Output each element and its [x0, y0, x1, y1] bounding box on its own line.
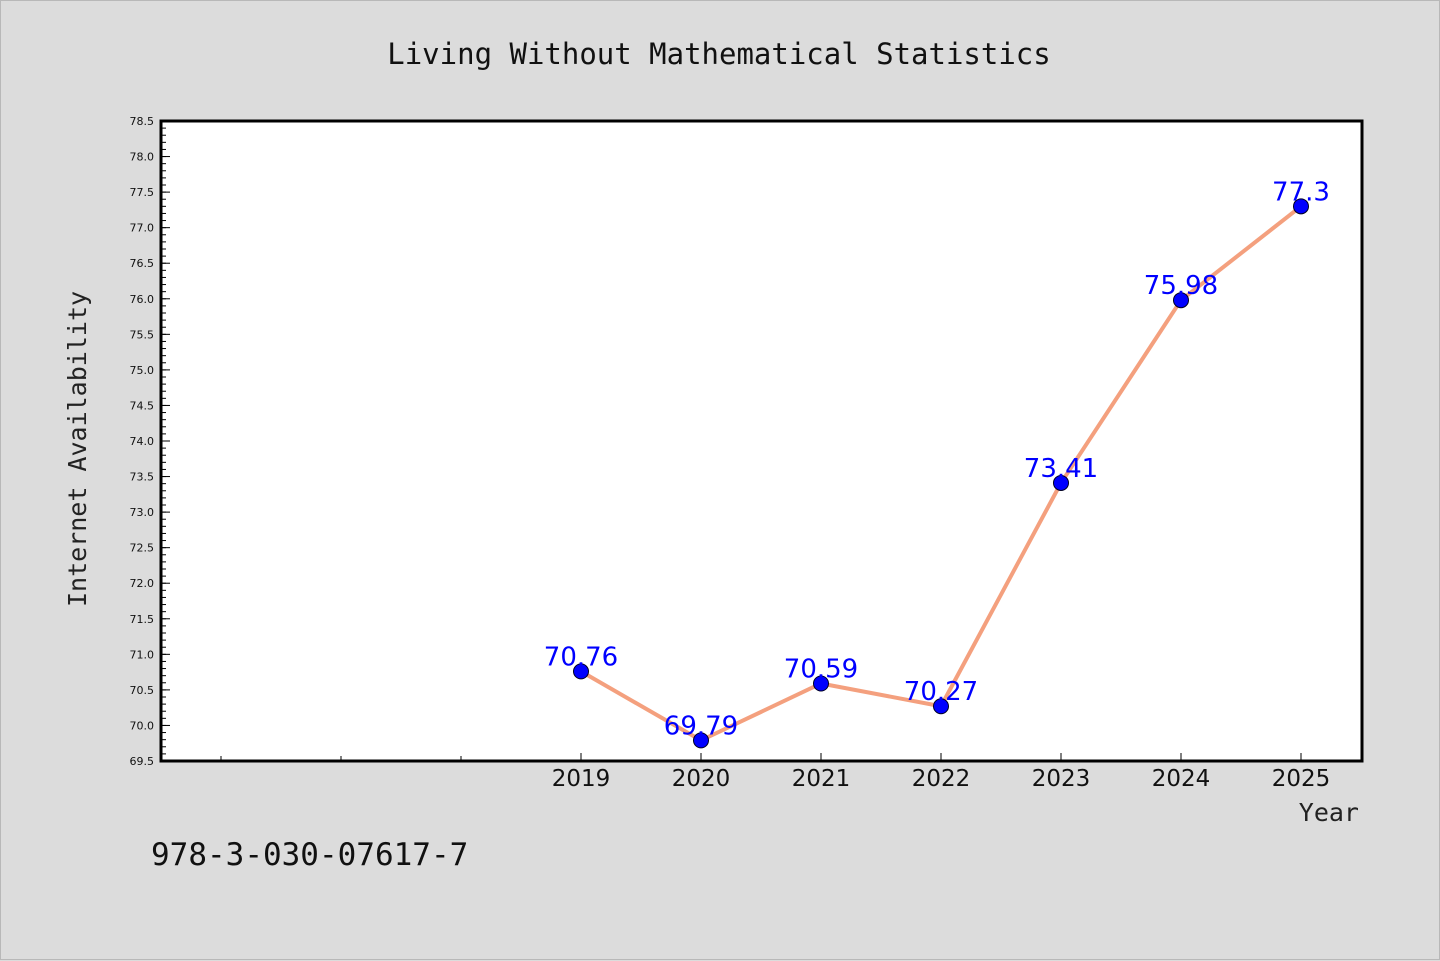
chart-title: Living Without Mathematical Statistics — [387, 37, 1050, 71]
x-tick-label: 2023 — [1032, 766, 1091, 792]
y-tick-label: 74.0 — [130, 435, 155, 448]
y-tick-label: 71.0 — [130, 648, 155, 661]
y-tick-label: 74.5 — [130, 399, 155, 412]
y-tick-label: 75.0 — [130, 364, 155, 377]
data-label: 75.98 — [1144, 271, 1218, 301]
data-label: 77.3 — [1272, 177, 1330, 207]
y-tick-label: 75.5 — [130, 328, 155, 341]
y-axis-title: Internet Availability — [63, 291, 92, 607]
x-axis: 2019 2020 2021 2022 2023 2024 2025 — [220, 753, 1331, 792]
data-label: 70.27 — [904, 677, 978, 707]
x-tick-label: 2024 — [1152, 766, 1211, 792]
data-point — [1053, 474, 1069, 491]
x-axis-title: Year — [1299, 798, 1359, 827]
data-point — [813, 675, 829, 692]
y-tick-label: 78.5 — [130, 115, 155, 128]
x-tick-label: 2022 — [912, 766, 971, 792]
y-tick-label: 71.5 — [130, 613, 155, 626]
isbn-text: 978-3-030-07617-7 — [151, 837, 468, 873]
y-tick-label: 76.5 — [130, 257, 155, 270]
data-label: 70.76 — [544, 642, 618, 672]
data-label: 69.79 — [664, 711, 738, 741]
data-point — [1173, 292, 1189, 309]
data-point — [1293, 198, 1309, 215]
y-tick-label: 77.0 — [130, 222, 155, 235]
data-point — [693, 732, 709, 749]
y-tick-label: 72.0 — [130, 577, 155, 590]
x-tick-label: 2025 — [1272, 766, 1331, 792]
data-point — [573, 663, 589, 680]
y-axis: 69.5 70.0 70.5 71.0 71.5 72.0 72.5 73.0 73.5 74.0… — [130, 115, 170, 768]
series-group: 70.76 69.79 70.59 70.27 73.41 75.98 77.3 — [544, 177, 1330, 749]
plot-area — [159, 119, 1364, 763]
y-tick-label: 69.5 — [130, 755, 155, 768]
y-tick-label: 77.5 — [130, 186, 155, 199]
data-label: 73.41 — [1024, 454, 1098, 484]
y-tick-label: 70.0 — [130, 719, 155, 732]
y-tick-label: 70.5 — [130, 684, 155, 697]
x-tick-label: 2021 — [792, 766, 851, 792]
y-tick-label: 73.0 — [130, 506, 155, 519]
data-label: 70.59 — [784, 654, 858, 684]
y-tick-label: 78.0 — [130, 151, 155, 164]
x-tick-label: 2019 — [552, 766, 611, 792]
y-tick-label: 73.5 — [130, 471, 155, 484]
y-tick-label: 76.0 — [130, 293, 155, 306]
y-tick-label: 72.5 — [130, 542, 155, 555]
data-point — [933, 698, 949, 715]
x-tick-label: 2020 — [672, 766, 731, 792]
